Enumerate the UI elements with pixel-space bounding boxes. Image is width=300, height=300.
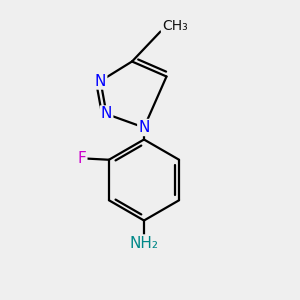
Text: CH₃: CH₃ <box>162 19 188 33</box>
Text: N: N <box>95 74 106 88</box>
Text: F: F <box>78 151 86 166</box>
Text: N: N <box>101 106 112 122</box>
Text: N: N <box>138 120 150 135</box>
Text: NH₂: NH₂ <box>130 236 158 250</box>
